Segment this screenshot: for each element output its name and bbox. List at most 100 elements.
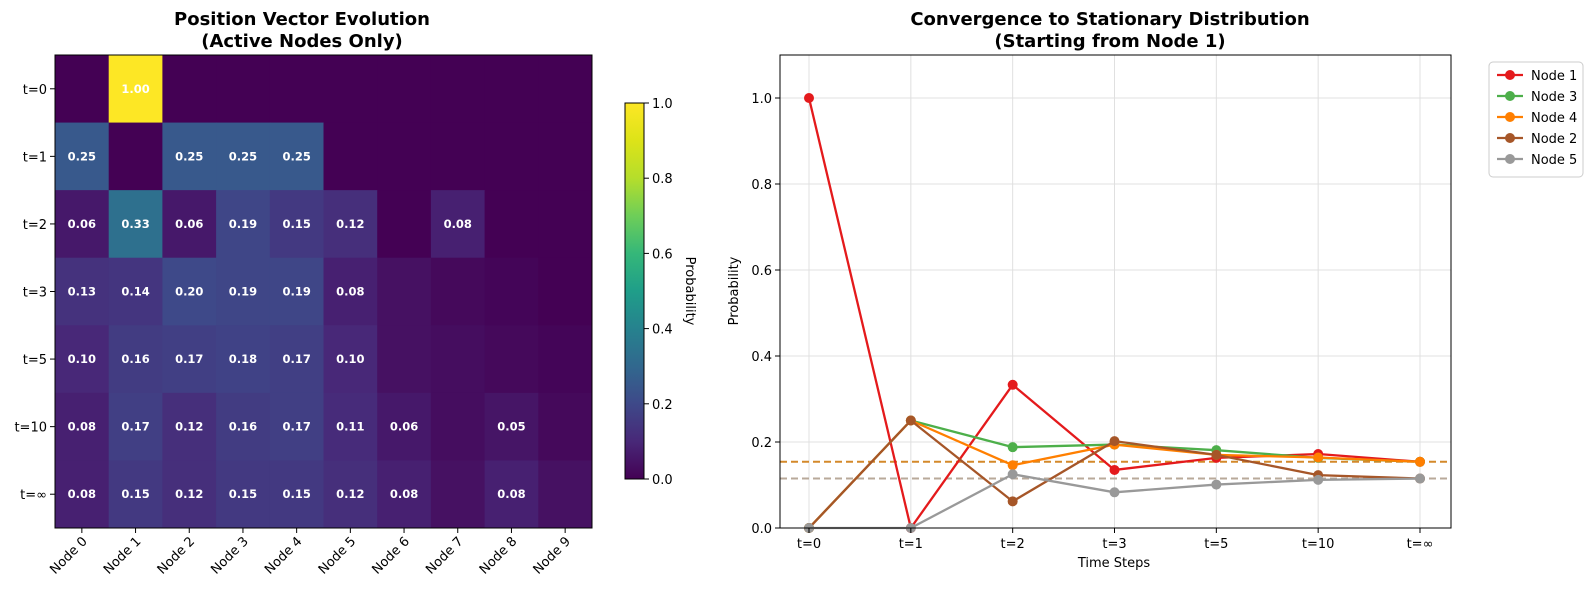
line-y-ticks: 0.0 0.2 0.4 0.6 0.8 1.0 <box>751 92 780 537</box>
heatmap-cell <box>377 122 432 191</box>
heatmap-cell <box>162 325 217 394</box>
heatmap-cell-label: 0.12 <box>336 487 364 501</box>
heatmap-x-tick-label: Node 9 <box>531 534 574 577</box>
heatmap-x-tick-label: Node 5 <box>316 534 359 577</box>
heatmap-cell-label: 0.08 <box>68 420 96 434</box>
line-title-line-2: (Starting from Node 1) <box>994 31 1225 52</box>
heatmap-cell-label: 0.11 <box>336 420 364 434</box>
series-point <box>1007 460 1018 471</box>
heatmap-cell <box>108 190 163 259</box>
heatmap-cell <box>538 392 593 461</box>
heatmap-cell <box>430 392 486 461</box>
heatmap-cell <box>484 190 539 259</box>
heatmap-cell <box>484 122 539 191</box>
series-point <box>1007 442 1018 453</box>
line-frame <box>779 54 1452 529</box>
heatmap-cells <box>55 55 593 529</box>
line-y-tick-label: 0.8 <box>751 178 772 193</box>
heatmap-cell <box>216 392 271 461</box>
heatmap-cell <box>55 55 110 124</box>
heatmap-cell-label: 0.10 <box>336 352 364 366</box>
heatmap-title-line-1: Position Vector Evolution <box>174 9 430 30</box>
heatmap-cell <box>108 392 163 461</box>
heatmap-cell <box>162 55 217 124</box>
heatmap-cell-label: 0.16 <box>229 420 257 434</box>
colorbar-tick-label: 0.0 <box>652 473 673 488</box>
heatmap-cell <box>55 325 110 394</box>
heatmap-cell <box>269 257 324 326</box>
colorbar-gradient <box>624 102 645 480</box>
series-point <box>905 415 916 426</box>
heatmap-cell <box>323 325 378 394</box>
heatmap-y-tick-label: t=0 <box>23 83 47 98</box>
series-point <box>1313 474 1324 485</box>
heatmap-y-ticks: t=0 t=1 t=2 t=3 t=5 t=10 t=∞ <box>14 83 55 503</box>
legend-box <box>1488 61 1584 178</box>
heatmap-cell <box>430 325 486 394</box>
heatmap-cell <box>377 257 432 326</box>
heatmap-cell <box>538 190 593 259</box>
legend-swatch-marker <box>1505 91 1515 101</box>
heatmap-cell <box>108 55 163 124</box>
heatmap-cell-labels: 1.00 0.25 0.25 0.25 0.25 0.06 0.33 0.06 0.19 0.15… <box>68 82 526 501</box>
heatmap-cell-label: 0.14 <box>121 285 149 299</box>
legend-label: Node 4 <box>1531 111 1577 126</box>
heatmap-cell <box>162 190 217 259</box>
heatmap-cell <box>323 460 378 529</box>
heatmap-cell-label: 0.08 <box>444 217 472 231</box>
heatmap-cell-label: 0.08 <box>497 487 525 501</box>
series-point <box>1211 449 1222 460</box>
heatmap-cell <box>55 122 110 191</box>
heatmap-cell <box>269 122 324 191</box>
line-x-tick-label: t=3 <box>1102 537 1126 552</box>
heatmap-y-tick-label: t=5 <box>23 353 47 368</box>
legend-label: Node 1 <box>1531 69 1577 84</box>
heatmap-cell-label: 1.00 <box>121 82 149 96</box>
line-x-axis-label: Time Steps <box>1077 556 1151 571</box>
heatmap-cell-label: 0.16 <box>121 352 149 366</box>
heatmap-cell <box>323 257 378 326</box>
colorbar-tick-label: 0.8 <box>652 172 673 187</box>
heatmap-x-tick-label: Node 1 <box>101 534 144 577</box>
heatmap-cell <box>269 55 324 124</box>
heatmap-cell-label: 0.18 <box>229 352 257 366</box>
line-y-tick-label: 0.0 <box>751 522 772 537</box>
heatmap-cell <box>216 257 271 326</box>
legend-label: Node 5 <box>1531 153 1577 168</box>
colorbar: 0.0 0.2 0.4 0.6 0.8 1.0 Probability <box>624 97 697 488</box>
heatmap-cell-label: 0.17 <box>121 420 149 434</box>
heatmap-cell <box>430 257 486 326</box>
heatmap-cell <box>323 122 378 191</box>
heatmap-x-tick-label: Node 6 <box>370 534 413 577</box>
heatmap-cell <box>484 460 539 529</box>
line-x-ticks: t=0 t=1 t=2 t=3 t=5 t=10 t=∞ <box>797 528 1433 552</box>
heatmap-cell <box>430 460 486 529</box>
colorbar-tick-label: 1.0 <box>652 97 673 112</box>
heatmap-cell-label: 0.19 <box>229 217 257 231</box>
heatmap-cell-label: 0.10 <box>68 352 96 366</box>
legend-label: Node 2 <box>1531 132 1577 147</box>
heatmap-cell <box>538 460 593 529</box>
heatmap-cell-label: 0.19 <box>229 285 257 299</box>
heatmap-cell <box>216 55 271 124</box>
heatmap-cell-label: 0.13 <box>68 285 96 299</box>
heatmap-cell <box>162 392 217 461</box>
series-point <box>1415 456 1425 467</box>
line-x-tick-label: t=2 <box>1001 537 1025 552</box>
heatmap-cell <box>108 122 163 191</box>
series-point <box>1007 469 1018 480</box>
heatmap-cell <box>323 392 378 461</box>
heatmap-cell-label: 0.08 <box>68 487 96 501</box>
heatmap-cell-label: 0.06 <box>68 217 96 231</box>
line-y-tick-label: 0.2 <box>751 436 772 451</box>
heatmap-x-tick-label: Node 2 <box>155 534 198 577</box>
heatmap-cell <box>323 55 378 124</box>
heatmap-cell <box>484 392 539 461</box>
heatmap-cell <box>484 257 539 326</box>
heatmap-cell-label: 0.15 <box>229 487 257 501</box>
heatmap-cell <box>269 325 324 394</box>
heatmap-cell <box>430 55 486 124</box>
line-y-axis-label: Probability <box>727 256 742 325</box>
heatmap-y-tick-label: t=∞ <box>20 488 47 503</box>
